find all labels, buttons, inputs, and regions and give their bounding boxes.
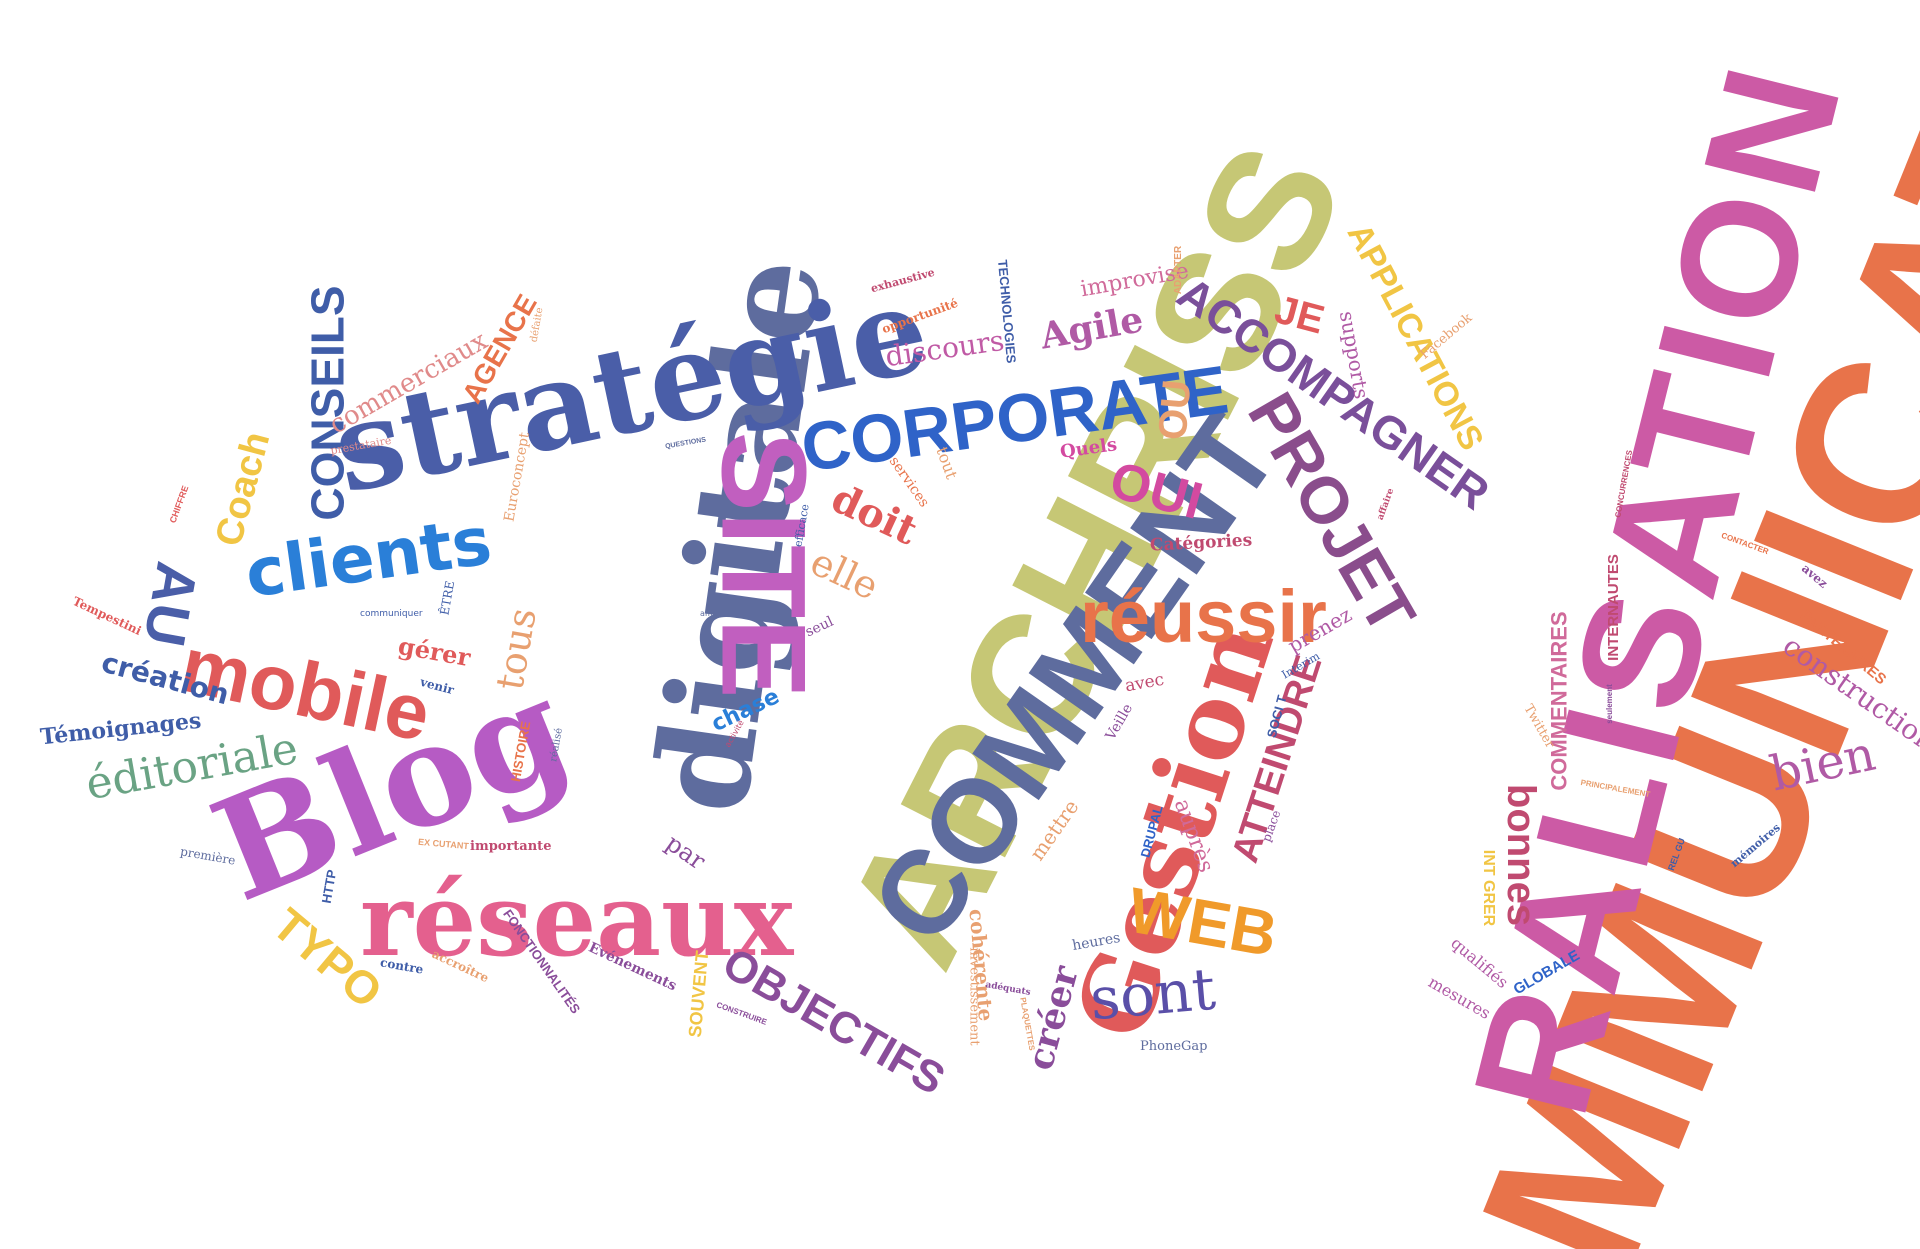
word-adapter: ADAPTER [1173,245,1185,295]
word-bonnes: bonnes [1499,783,1544,927]
word-gerer: gérer [396,630,473,673]
word-importante: importante [470,839,552,854]
word-sont: sont [1087,954,1219,1034]
word-chiffre: CHIFFRE [167,484,191,525]
word-reseaux: réseaux [360,861,794,979]
word-reussir: réussir [1080,575,1327,658]
word-seulement: seulement [1604,684,1614,724]
word-communiquer: communiquer [360,609,423,619]
word-tempestini: Tempestini [70,594,144,638]
word-investissement: investissement [966,947,982,1046]
word-au: AU [131,557,210,651]
word-clients: clients [240,502,497,613]
word-commentaires: COMMENTAIRES [1546,611,1572,791]
word-internautes: INTERNAUTES [1604,554,1622,661]
word-phonegap: PhoneGap [1140,1039,1208,1054]
word-afficher: afficher [700,609,731,618]
word-affaire: affaire [1375,487,1397,522]
word-coach: Coach [207,427,279,551]
word-ou: OU [1150,378,1200,442]
word-int-grer: INT GRER [1480,849,1498,927]
